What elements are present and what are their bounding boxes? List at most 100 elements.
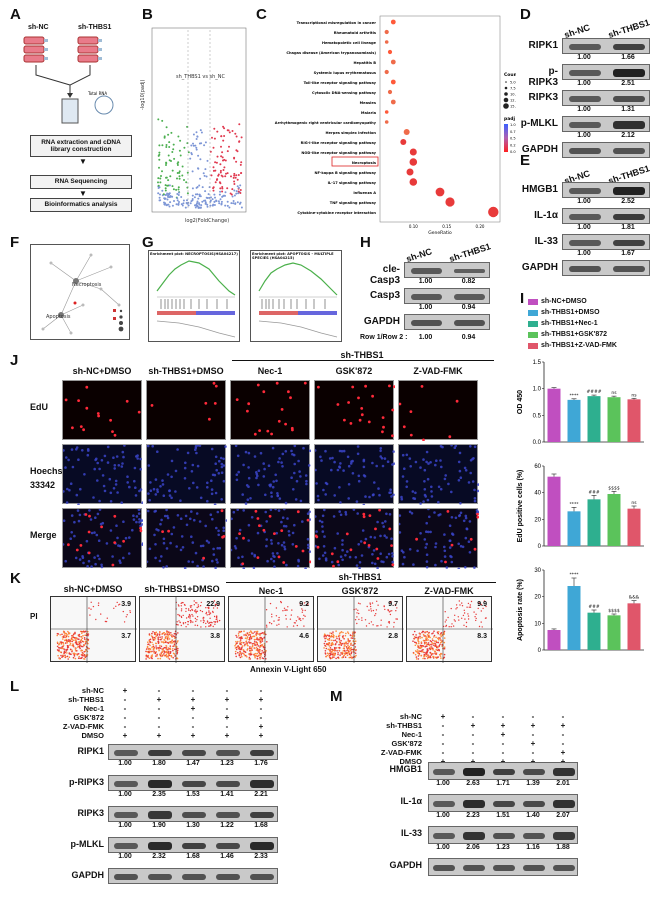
nucleus xyxy=(451,532,454,535)
flow-event xyxy=(422,633,425,636)
flow-event xyxy=(174,640,176,642)
nucleus xyxy=(113,464,117,467)
edu-positive-cell xyxy=(296,510,300,514)
edu-positive-cell xyxy=(287,390,290,394)
flow-event xyxy=(166,641,168,644)
flow-event xyxy=(334,653,336,656)
nucleus xyxy=(199,544,203,548)
volcano-point xyxy=(167,184,170,187)
flow-event xyxy=(235,643,237,646)
flow-event xyxy=(289,618,292,620)
nucleus xyxy=(390,495,393,498)
dotplot-point xyxy=(384,40,389,44)
flow-event xyxy=(105,620,108,623)
flow-event xyxy=(97,602,100,604)
flow-event xyxy=(437,638,440,641)
nucleus xyxy=(128,536,131,539)
nucleus xyxy=(195,512,199,515)
bar xyxy=(607,397,621,442)
volcano-point xyxy=(223,127,226,130)
flow-event xyxy=(417,644,419,647)
volcano-point xyxy=(163,197,166,200)
volcano-point xyxy=(211,204,214,207)
flow-event xyxy=(441,643,443,646)
flow-cytometry-plot: 9.2 4.6 xyxy=(228,596,315,663)
bar xyxy=(627,603,641,650)
flow-event xyxy=(329,636,332,638)
volcano-point xyxy=(226,150,229,153)
edu-positive-cell xyxy=(253,432,257,436)
flow-lower-right-percent: 4.6 xyxy=(299,633,309,640)
nucleus xyxy=(297,459,300,463)
edu-positive-cell xyxy=(362,512,366,516)
flow-event xyxy=(242,652,245,655)
condition-mark: + xyxy=(500,730,506,739)
blot-quant-value: 1.31 xyxy=(621,106,635,113)
flow-event xyxy=(464,618,466,620)
blot-band xyxy=(569,122,601,128)
edu-positive-cell xyxy=(277,555,281,559)
edu-positive-cell xyxy=(391,434,394,438)
flow-event xyxy=(151,637,154,640)
flow-event xyxy=(426,634,429,636)
blot-quant-value: 1.47 xyxy=(186,760,200,767)
flow-event xyxy=(432,657,435,659)
flow-event xyxy=(432,632,434,634)
flow-event xyxy=(209,612,212,614)
flow-event xyxy=(335,630,337,632)
flow-event xyxy=(290,614,292,616)
panel-a-sh-nc: sh-NC xyxy=(28,24,49,31)
volcano-point xyxy=(235,149,238,152)
nucleus xyxy=(188,487,191,490)
nucleus xyxy=(265,538,268,541)
blot-quant-value: 1.41 xyxy=(220,791,234,798)
microscopy-cells xyxy=(145,508,228,570)
flow-event xyxy=(145,654,148,657)
panel-b-title: sh_THBS1 vs sh_NC xyxy=(176,74,226,80)
flow-event xyxy=(303,625,305,627)
flow-event xyxy=(238,654,240,656)
flow-event xyxy=(331,657,333,659)
blot-band xyxy=(569,214,601,220)
flow-event xyxy=(252,632,254,634)
nucleus xyxy=(298,470,301,473)
flow-event xyxy=(424,654,426,657)
nucleus xyxy=(161,479,164,482)
condition-mark: - xyxy=(191,686,195,695)
bar-significance: $$$$ xyxy=(608,485,620,491)
volcano-point xyxy=(235,160,238,163)
flow-event xyxy=(244,643,246,646)
legend-item: sh-NC+DMSO xyxy=(528,296,654,307)
nucleus xyxy=(338,510,341,513)
flow-event xyxy=(160,645,163,648)
flow-cytometry-plot: 3.9 3.7 xyxy=(50,596,137,663)
flow-event xyxy=(276,624,278,626)
dotplot-point xyxy=(390,59,396,65)
nucleus xyxy=(162,537,166,541)
flow-event xyxy=(338,643,340,646)
volcano-point xyxy=(237,190,240,193)
nucleus xyxy=(368,495,371,499)
flow-event xyxy=(69,639,71,642)
flow-event xyxy=(235,640,237,643)
microscopy-image xyxy=(398,380,478,442)
nucleus xyxy=(333,546,337,550)
blot-quant-value: 2.23 xyxy=(466,812,480,819)
volcano-point xyxy=(222,125,225,128)
flow-event xyxy=(79,657,81,660)
panel-c-dotplot: Transcriptional misregulation in cancer R… xyxy=(258,14,520,238)
flow-event xyxy=(95,618,97,621)
volcano-point xyxy=(212,166,215,169)
edu-positive-cell xyxy=(317,385,320,389)
flow-event xyxy=(65,650,68,652)
nucleus xyxy=(308,550,312,553)
nucleus xyxy=(332,515,336,518)
flow-event xyxy=(145,650,147,653)
volcano-point xyxy=(225,172,227,175)
nucleus xyxy=(419,502,422,505)
flow-event xyxy=(443,641,446,644)
edu-positive-cell xyxy=(363,541,367,545)
panel-k-column-header: Nec-1 xyxy=(258,586,284,596)
nucleus xyxy=(398,514,402,517)
flow-event xyxy=(147,648,150,651)
